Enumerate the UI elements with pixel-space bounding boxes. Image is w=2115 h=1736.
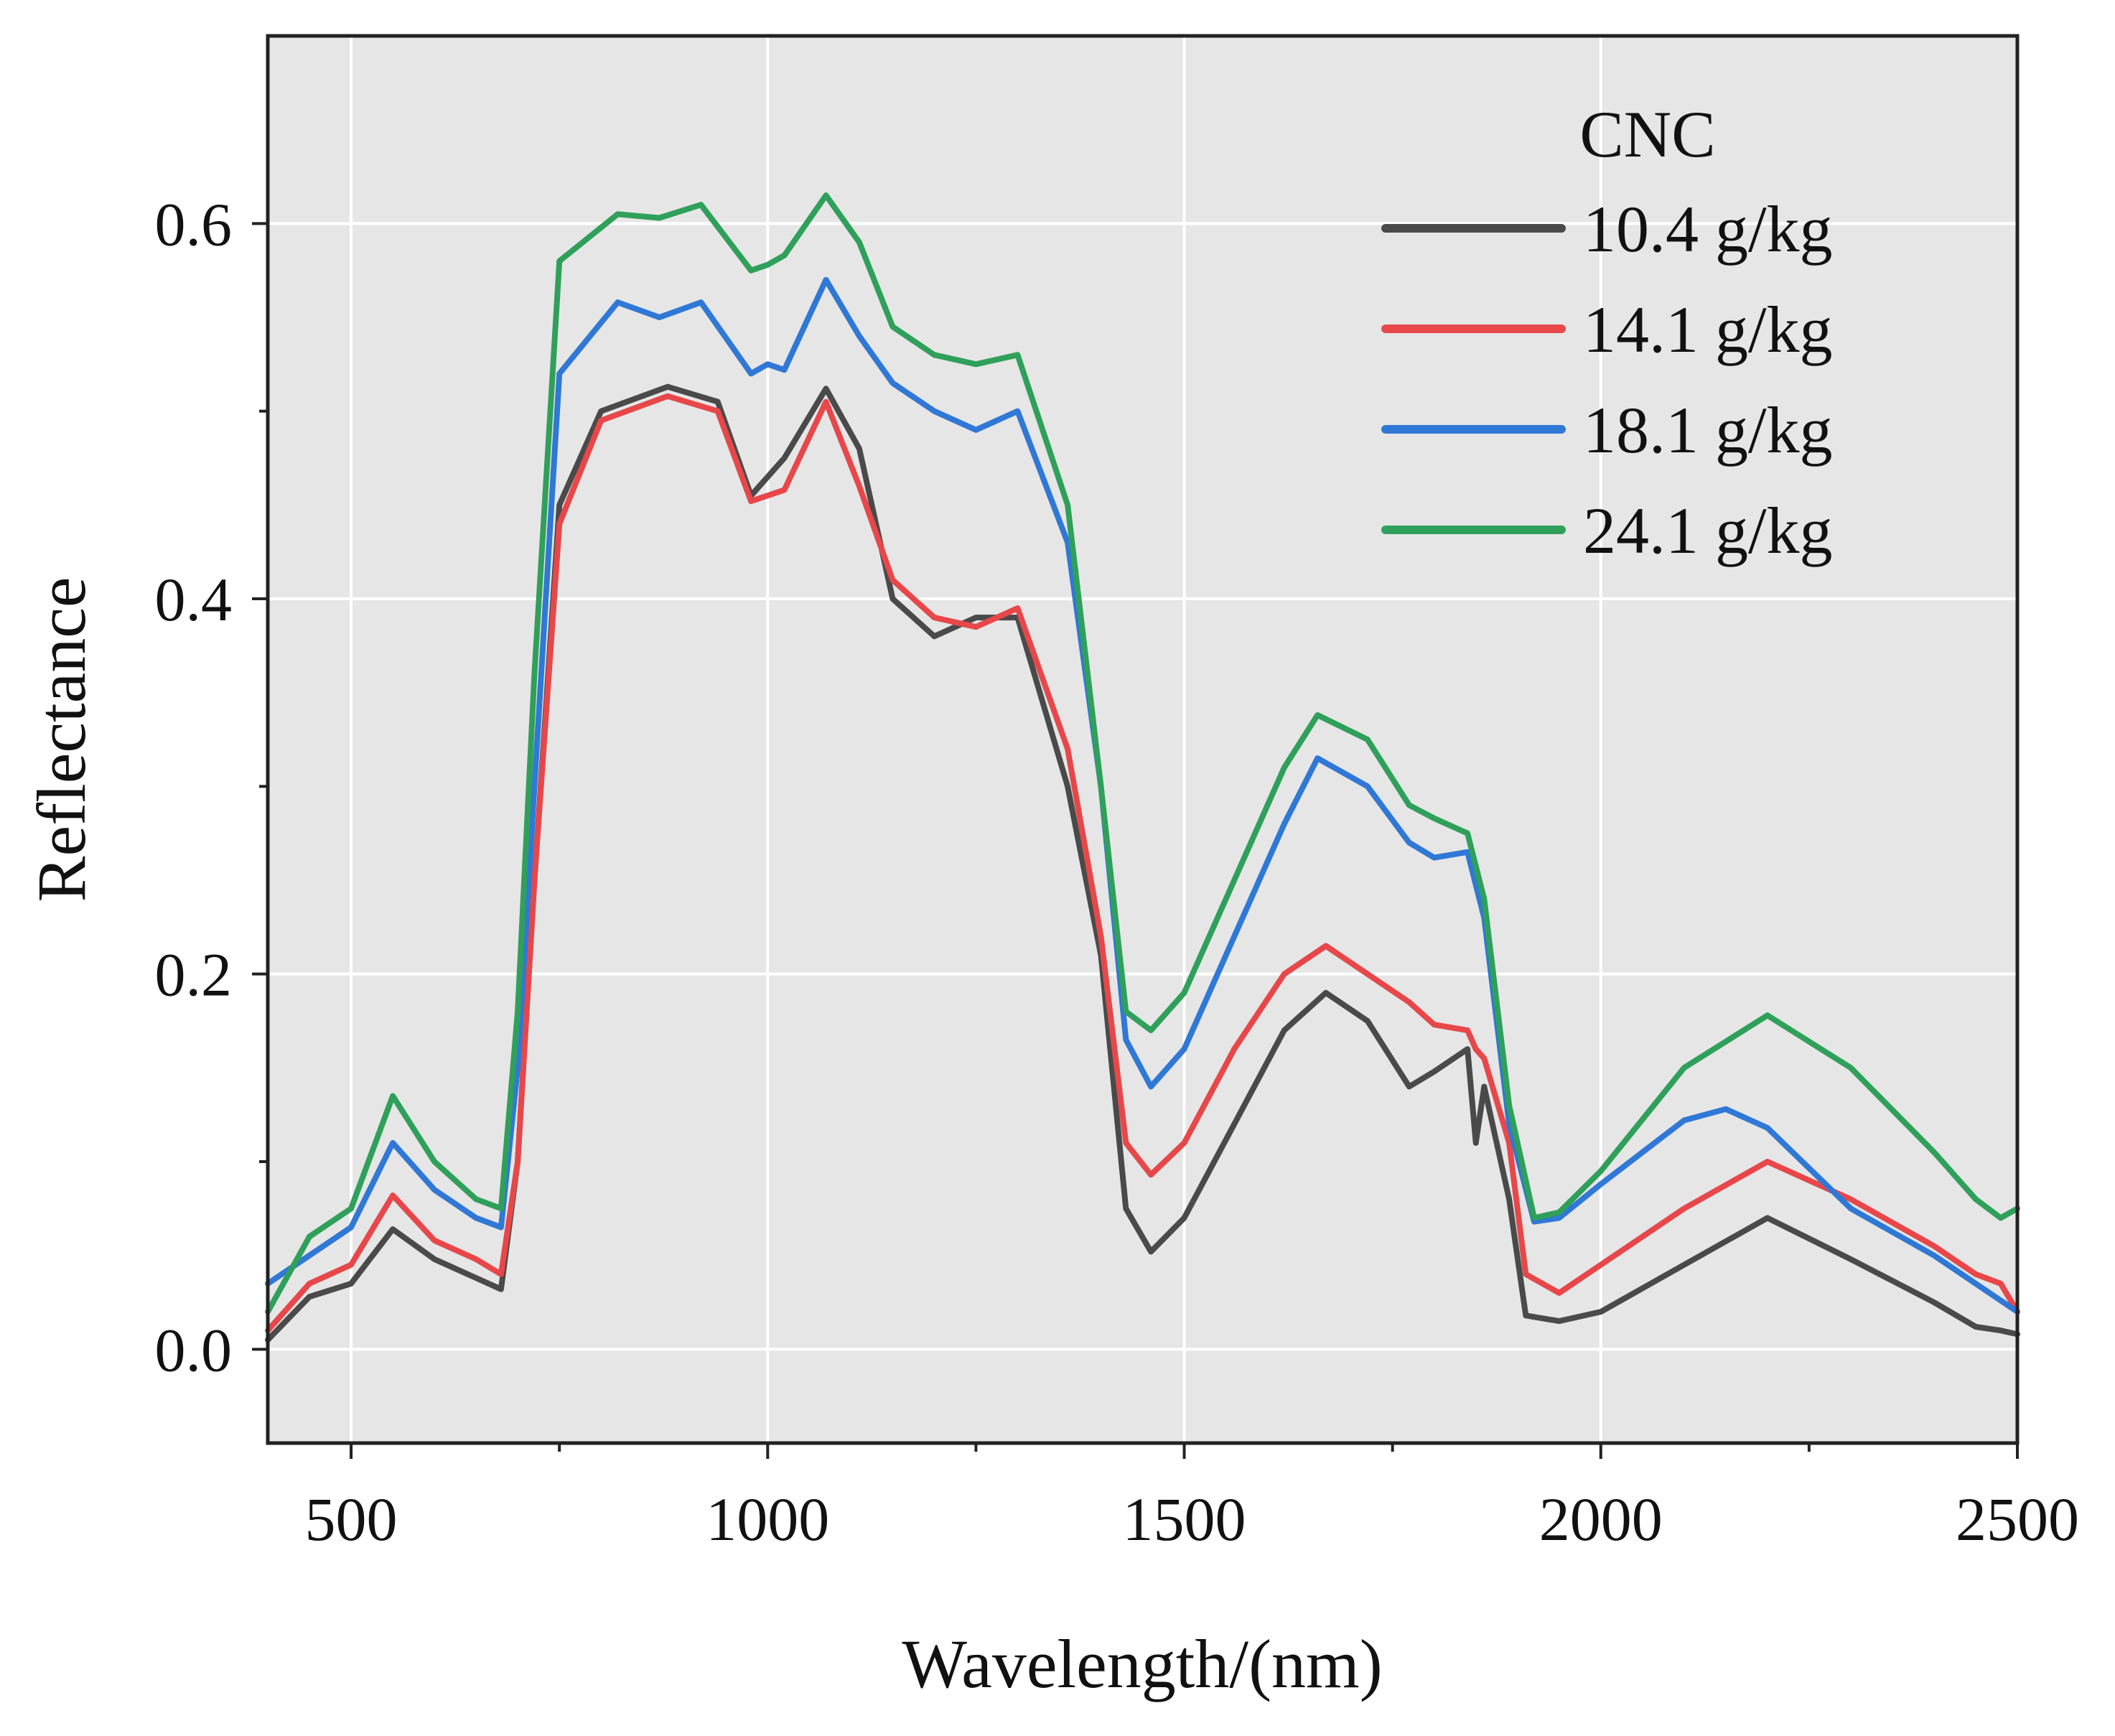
legend: CNC 10.4 g/kg 14.1 g/kg 18.1 g/kg 24.1 g/kg (1381, 98, 1833, 567)
grid-lines (268, 36, 2017, 1443)
x-tick-label: 2000 (1539, 1485, 1663, 1554)
legend-label: 24.1 g/kg (1583, 494, 1833, 567)
legend-label: 18.1 g/kg (1583, 393, 1833, 467)
y-tick-label: 0.2 (155, 941, 233, 1009)
y-tick-label: 0.0 (155, 1315, 233, 1384)
x-tick-label: 1500 (1123, 1485, 1246, 1554)
series-line-14-1-g-kg (265, 393, 2020, 1334)
x-tick-label: 2500 (1956, 1485, 2079, 1554)
series-lines (265, 192, 2020, 1343)
x-tick-label: 500 (305, 1485, 398, 1554)
y-axis-title: Reflectance (23, 577, 100, 902)
plot-frame (266, 34, 2020, 1445)
series-line-24-1-g-kg (265, 192, 2020, 1315)
x-tick-label: 1000 (706, 1485, 829, 1554)
y-tick-label: 0.6 (155, 190, 233, 258)
x-axis-title: Wavelength/(nm) (902, 1625, 1382, 1702)
legend-label: 10.4 g/kg (1583, 192, 1833, 266)
legend-title: CNC (1579, 98, 1715, 171)
axis-ticks (252, 222, 2019, 1459)
y-tick-label: 0.4 (155, 565, 233, 634)
legend-label: 14.1 g/kg (1583, 293, 1833, 366)
axis-tick-labels: 500 1000 1500 2000 2500 0.0 0.2 0.4 0.6 (155, 190, 2080, 1554)
